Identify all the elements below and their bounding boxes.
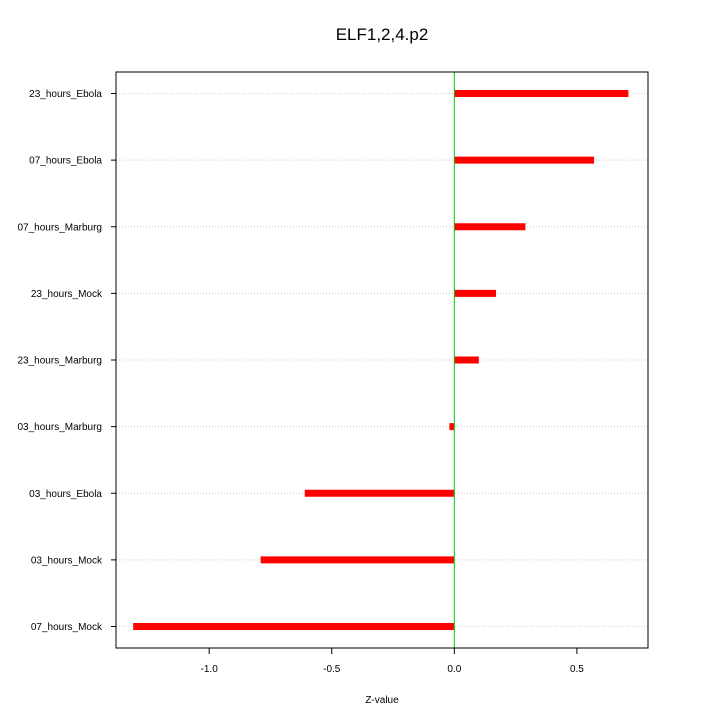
x-tick-label: -1.0 [201, 664, 219, 675]
category-labels: 23_hours_Ebola 07_hours_Ebola 07_hours_Mar… [18, 89, 116, 633]
bar-07-hours-marburg [454, 223, 526, 231]
grid-lines [116, 93, 648, 627]
x-tick-label: 0.0 [447, 664, 461, 675]
x-tick-label: -0.5 [323, 664, 341, 675]
category-label: 03_hours_Marburg [18, 422, 103, 433]
x-axis-ticks: -1.0 -0.5 0.0 0.5 [201, 648, 584, 675]
category-label: 07_hours_Marburg [18, 222, 103, 233]
category-label: 07_hours_Ebola [29, 156, 102, 167]
category-label: 23_hours_Ebola [29, 89, 102, 100]
category-label: 03_hours_Mock [31, 555, 103, 566]
category-label: 03_hours_Ebola [29, 489, 102, 500]
bar-23-hours-marburg [454, 356, 479, 364]
bar-07-hours-mock [133, 623, 455, 630]
category-label: 23_hours_Marburg [18, 356, 103, 367]
bar-03-hours-ebola [304, 489, 455, 497]
chart-title: ELF1,2,4.p2 [336, 25, 429, 44]
x-tick-label: 0.5 [570, 664, 584, 675]
bar-23-hours-mock [454, 289, 496, 297]
bar-07-hours-ebola [454, 156, 595, 164]
category-label: 07_hours_Mock [31, 622, 103, 633]
bars [133, 90, 629, 630]
x-axis-label: Z-value [365, 695, 399, 706]
bar-23-hours-ebola [454, 90, 629, 97]
category-label: 23_hours_Mock [31, 289, 103, 300]
bar-03-hours-marburg [449, 423, 455, 431]
bar-03-hours-mock [260, 556, 455, 564]
